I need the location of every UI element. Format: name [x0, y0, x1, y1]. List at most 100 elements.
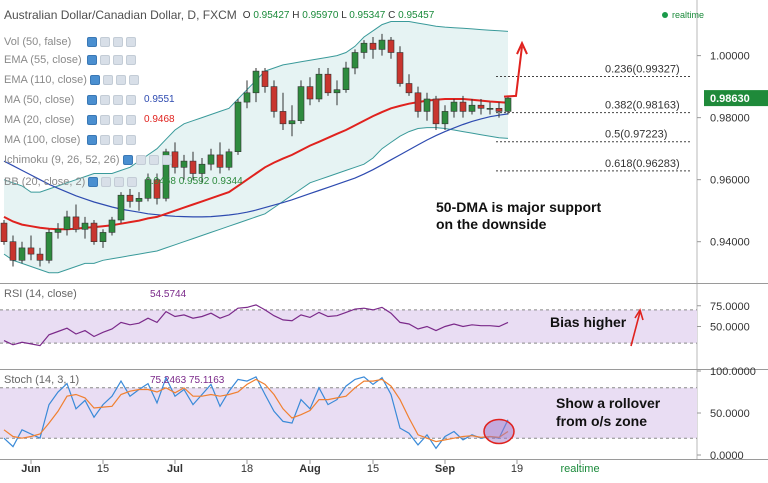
candle[interactable]: [234, 99, 242, 155]
candle[interactable]: [9, 235, 17, 267]
settings-icon[interactable]: [100, 54, 110, 65]
add-icon[interactable]: [114, 176, 125, 187]
candle[interactable]: [225, 148, 233, 171]
indicator-row[interactable]: Vol (50, false): [4, 34, 136, 49]
add-icon[interactable]: [113, 114, 123, 125]
price-axis[interactable]: 1.00000 0.98000 0.96000 0.94000 0.98630: [697, 51, 768, 249]
candle[interactable]: [153, 173, 161, 205]
close-icon[interactable]: [128, 74, 139, 85]
candle[interactable]: [495, 102, 503, 118]
candle[interactable]: [504, 95, 512, 115]
close-icon[interactable]: [127, 176, 138, 187]
settings-icon[interactable]: [135, 154, 146, 165]
close-icon[interactable]: [126, 36, 136, 47]
candle[interactable]: [45, 229, 53, 264]
settings-icon[interactable]: [102, 74, 113, 85]
candle[interactable]: [423, 92, 431, 121]
visibility-icon[interactable]: [122, 154, 133, 165]
settings-icon[interactable]: [100, 114, 110, 125]
close-icon[interactable]: [126, 54, 136, 65]
candle[interactable]: [279, 92, 287, 130]
candle[interactable]: [342, 61, 350, 93]
close-icon[interactable]: [126, 134, 136, 145]
visibility-icon[interactable]: [88, 176, 99, 187]
candle[interactable]: [126, 189, 134, 208]
candle[interactable]: [216, 142, 224, 174]
close-icon[interactable]: [126, 94, 136, 105]
settings-icon[interactable]: [101, 176, 112, 187]
candle[interactable]: [351, 49, 359, 75]
candle[interactable]: [261, 68, 269, 93]
candle[interactable]: [18, 241, 26, 264]
indicator-row[interactable]: EMA (110, close): [4, 72, 139, 87]
candle[interactable]: [297, 80, 305, 124]
candle[interactable]: [189, 151, 197, 180]
indicator-row[interactable]: MA (50, close) 0.9551: [4, 92, 175, 107]
candle[interactable]: [477, 99, 485, 115]
add-icon[interactable]: [113, 36, 123, 47]
candle[interactable]: [360, 40, 368, 59]
candle[interactable]: [54, 223, 62, 239]
add-icon[interactable]: [115, 74, 126, 85]
candle[interactable]: [198, 158, 206, 183]
open-value: 0.95427: [253, 9, 290, 21]
candle[interactable]: [0, 220, 8, 245]
add-icon[interactable]: [113, 94, 123, 105]
add-icon[interactable]: [113, 134, 123, 145]
close-icon[interactable]: [126, 114, 136, 125]
close-icon[interactable]: [161, 154, 172, 165]
candle[interactable]: [180, 154, 188, 180]
indicator-row[interactable]: MA (100, close): [4, 132, 136, 147]
candle[interactable]: [108, 216, 116, 236]
candle[interactable]: [468, 99, 476, 115]
candle[interactable]: [432, 95, 440, 130]
candle[interactable]: [378, 33, 386, 56]
indicator-row[interactable]: MA (20, close) 0.9468: [4, 112, 175, 127]
candle[interactable]: [117, 192, 125, 224]
realtime-indicator[interactable]: realtime: [662, 10, 704, 20]
candle[interactable]: [306, 77, 314, 106]
add-icon[interactable]: [148, 154, 159, 165]
candle[interactable]: [243, 80, 251, 109]
candle[interactable]: [252, 68, 260, 103]
visibility-icon[interactable]: [87, 94, 97, 105]
settings-icon[interactable]: [100, 36, 110, 47]
candle[interactable]: [36, 247, 44, 267]
settings-icon[interactable]: [100, 134, 110, 145]
add-icon[interactable]: [113, 54, 123, 65]
candle[interactable]: [27, 235, 35, 261]
visibility-icon[interactable]: [87, 36, 97, 47]
candle[interactable]: [144, 173, 152, 202]
candle[interactable]: [90, 220, 98, 245]
candle[interactable]: [396, 46, 404, 87]
candle[interactable]: [135, 192, 143, 211]
candle[interactable]: [333, 80, 341, 106]
candle[interactable]: [387, 37, 395, 59]
indicator-row[interactable]: EMA (55, close): [4, 52, 136, 67]
candle[interactable]: [99, 229, 107, 248]
indicator-row[interactable]: BB (20, close, 2) 0.9468 0.9592 0.9344: [4, 174, 243, 189]
candle[interactable]: [459, 95, 467, 118]
visibility-icon[interactable]: [89, 74, 100, 85]
candle[interactable]: [450, 99, 458, 118]
candle[interactable]: [63, 210, 71, 236]
candle[interactable]: [414, 86, 422, 118]
candle[interactable]: [81, 216, 89, 239]
candle[interactable]: [207, 148, 215, 171]
candle[interactable]: [270, 80, 278, 118]
visibility-icon[interactable]: [87, 114, 97, 125]
time-axis[interactable]: Jun 15 Jul 18 Aug 15 Sep 19 realtime: [21, 460, 600, 475]
candle[interactable]: [486, 102, 494, 115]
candle[interactable]: [72, 204, 80, 233]
candle[interactable]: [441, 105, 449, 130]
settings-icon[interactable]: [100, 94, 110, 105]
candle[interactable]: [171, 142, 179, 174]
candle[interactable]: [369, 37, 377, 59]
visibility-icon[interactable]: [87, 134, 97, 145]
visibility-icon[interactable]: [87, 54, 97, 65]
candle[interactable]: [315, 68, 323, 103]
candle[interactable]: [405, 74, 413, 96]
indicator-row[interactable]: Ichimoku (9, 26, 52, 26): [4, 152, 172, 167]
candle[interactable]: [288, 105, 296, 137]
candle[interactable]: [324, 68, 332, 96]
